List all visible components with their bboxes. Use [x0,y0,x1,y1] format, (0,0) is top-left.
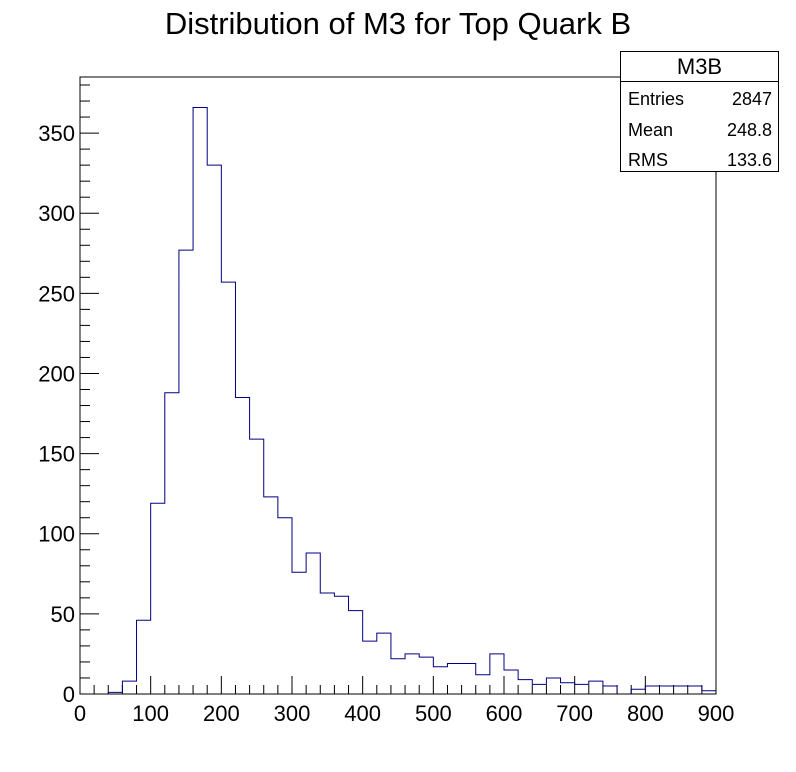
x-tick-label: 200 [203,701,240,726]
y-tick-label: 250 [38,281,75,306]
axis-ticks [79,84,717,695]
stats-row-rms: RMS 133.6 [621,143,778,174]
y-tick-label: 150 [38,442,75,467]
x-tick-label: 300 [274,701,311,726]
tick-labels: 0 100 200 300 400 500 600 700 800 900 0 50 100 150 200… [38,121,734,726]
x-tick-label: 700 [556,701,593,726]
stats-label-entries: Entries [628,89,685,109]
x-tick-label: 800 [627,701,664,726]
stats-row-mean: Mean 248.8 [621,113,778,144]
histogram-outline [80,106,717,695]
stats-row-entries: Entries 2847 [621,82,778,113]
y-tick-label: 300 [38,201,75,226]
y-tick-label: 0 [63,682,75,707]
stats-label-mean: Mean [628,119,674,140]
y-tick-label: 100 [38,522,75,547]
x-tick-label: 900 [698,701,735,726]
y-tick-label: 50 [51,602,75,627]
stats-value-rms: 133.6 [726,150,772,170]
stats-value-entries: 2847 [731,89,772,109]
x-tick-label: 400 [344,701,381,726]
y-tick-label: 350 [38,121,75,146]
x-tick-label: 100 [132,701,169,726]
stats-label-rms: RMS [628,150,668,170]
chart-title: Distribution of M3 for Top Quark B [164,6,632,41]
y-tick-label: 200 [38,361,75,386]
stats-box: M3B Entries 2847 Mean 248.8 RMS 133.6 [620,51,779,172]
histogram-series [80,106,717,695]
x-tick-label: 600 [486,701,523,726]
plot-frame [79,76,717,695]
x-tick-label: 500 [415,701,452,726]
x-tick-label: 0 [74,701,86,726]
stats-box-title: M3B [621,52,778,82]
stats-value-mean: 248.8 [726,119,772,140]
